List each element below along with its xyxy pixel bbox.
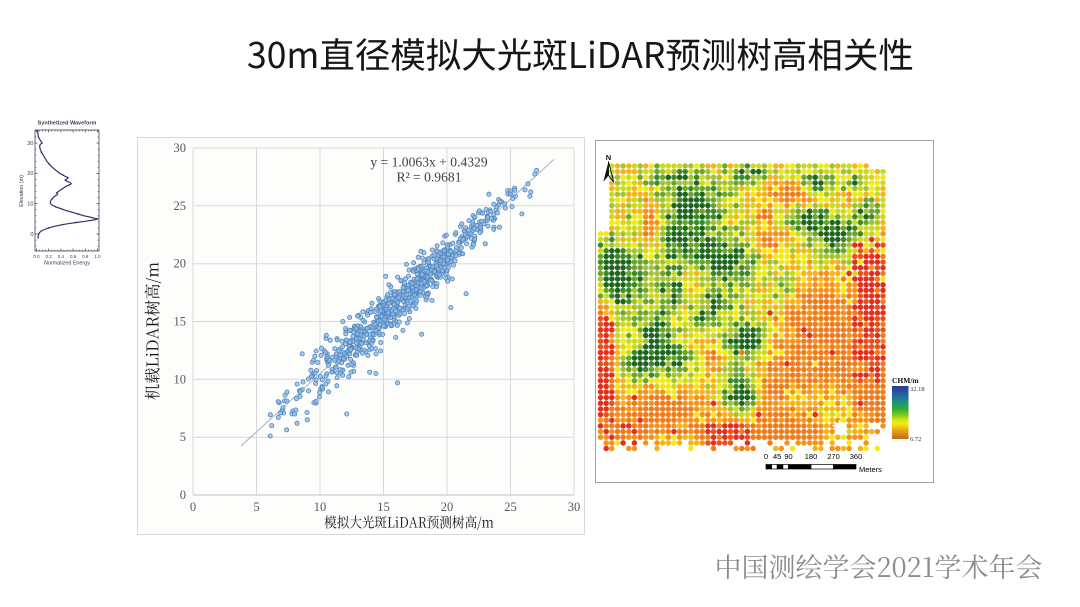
svg-text:0.0: 0.0: [33, 254, 40, 259]
svg-text:32.18: 32.18: [910, 386, 925, 393]
svg-text:Synthetized Waveform: Synthetized Waveform: [38, 121, 97, 127]
svg-text:90: 90: [784, 452, 792, 461]
svg-text:0.2: 0.2: [46, 254, 53, 259]
svg-text:0: 0: [30, 232, 33, 238]
svg-text:20: 20: [441, 500, 454, 514]
svg-text:Normalized Energy: Normalized Energy: [44, 261, 90, 267]
svg-text:Meters: Meters: [859, 465, 882, 474]
svg-text:360: 360: [850, 452, 863, 461]
svg-text:y = 1.0063x + 0.4329: y = 1.0063x + 0.4329: [370, 155, 487, 170]
svg-text:5: 5: [180, 430, 186, 444]
svg-text:10: 10: [314, 500, 327, 514]
svg-text:0.8: 0.8: [82, 254, 89, 259]
svg-text:15: 15: [174, 315, 187, 329]
svg-text:20: 20: [174, 257, 187, 271]
svg-text:30: 30: [27, 141, 33, 147]
svg-text:N: N: [606, 153, 611, 162]
svg-text:25: 25: [174, 199, 187, 213]
svg-text:0: 0: [764, 452, 768, 461]
svg-text:30: 30: [174, 141, 187, 155]
svg-text:6.72: 6.72: [910, 436, 921, 443]
svg-text:Elevation (m): Elevation (m): [19, 175, 25, 207]
svg-text:15: 15: [377, 500, 390, 514]
svg-text:R² = 0.9681: R² = 0.9681: [397, 170, 462, 185]
svg-text:25: 25: [504, 500, 517, 514]
svg-text:30: 30: [568, 500, 581, 514]
svg-text:0: 0: [190, 500, 196, 514]
svg-text:0.4: 0.4: [58, 254, 65, 259]
svg-text:10: 10: [174, 372, 187, 386]
svg-text:270: 270: [827, 452, 840, 461]
svg-text:10: 10: [27, 202, 33, 208]
svg-text:CHM/m: CHM/m: [892, 376, 919, 385]
svg-text:0: 0: [180, 488, 186, 502]
svg-text:20: 20: [27, 171, 33, 177]
svg-text:1.0: 1.0: [94, 254, 101, 259]
svg-text:5: 5: [253, 500, 259, 514]
svg-text:45: 45: [773, 452, 781, 461]
svg-text:180: 180: [805, 452, 818, 461]
svg-text:0.6: 0.6: [70, 254, 77, 259]
